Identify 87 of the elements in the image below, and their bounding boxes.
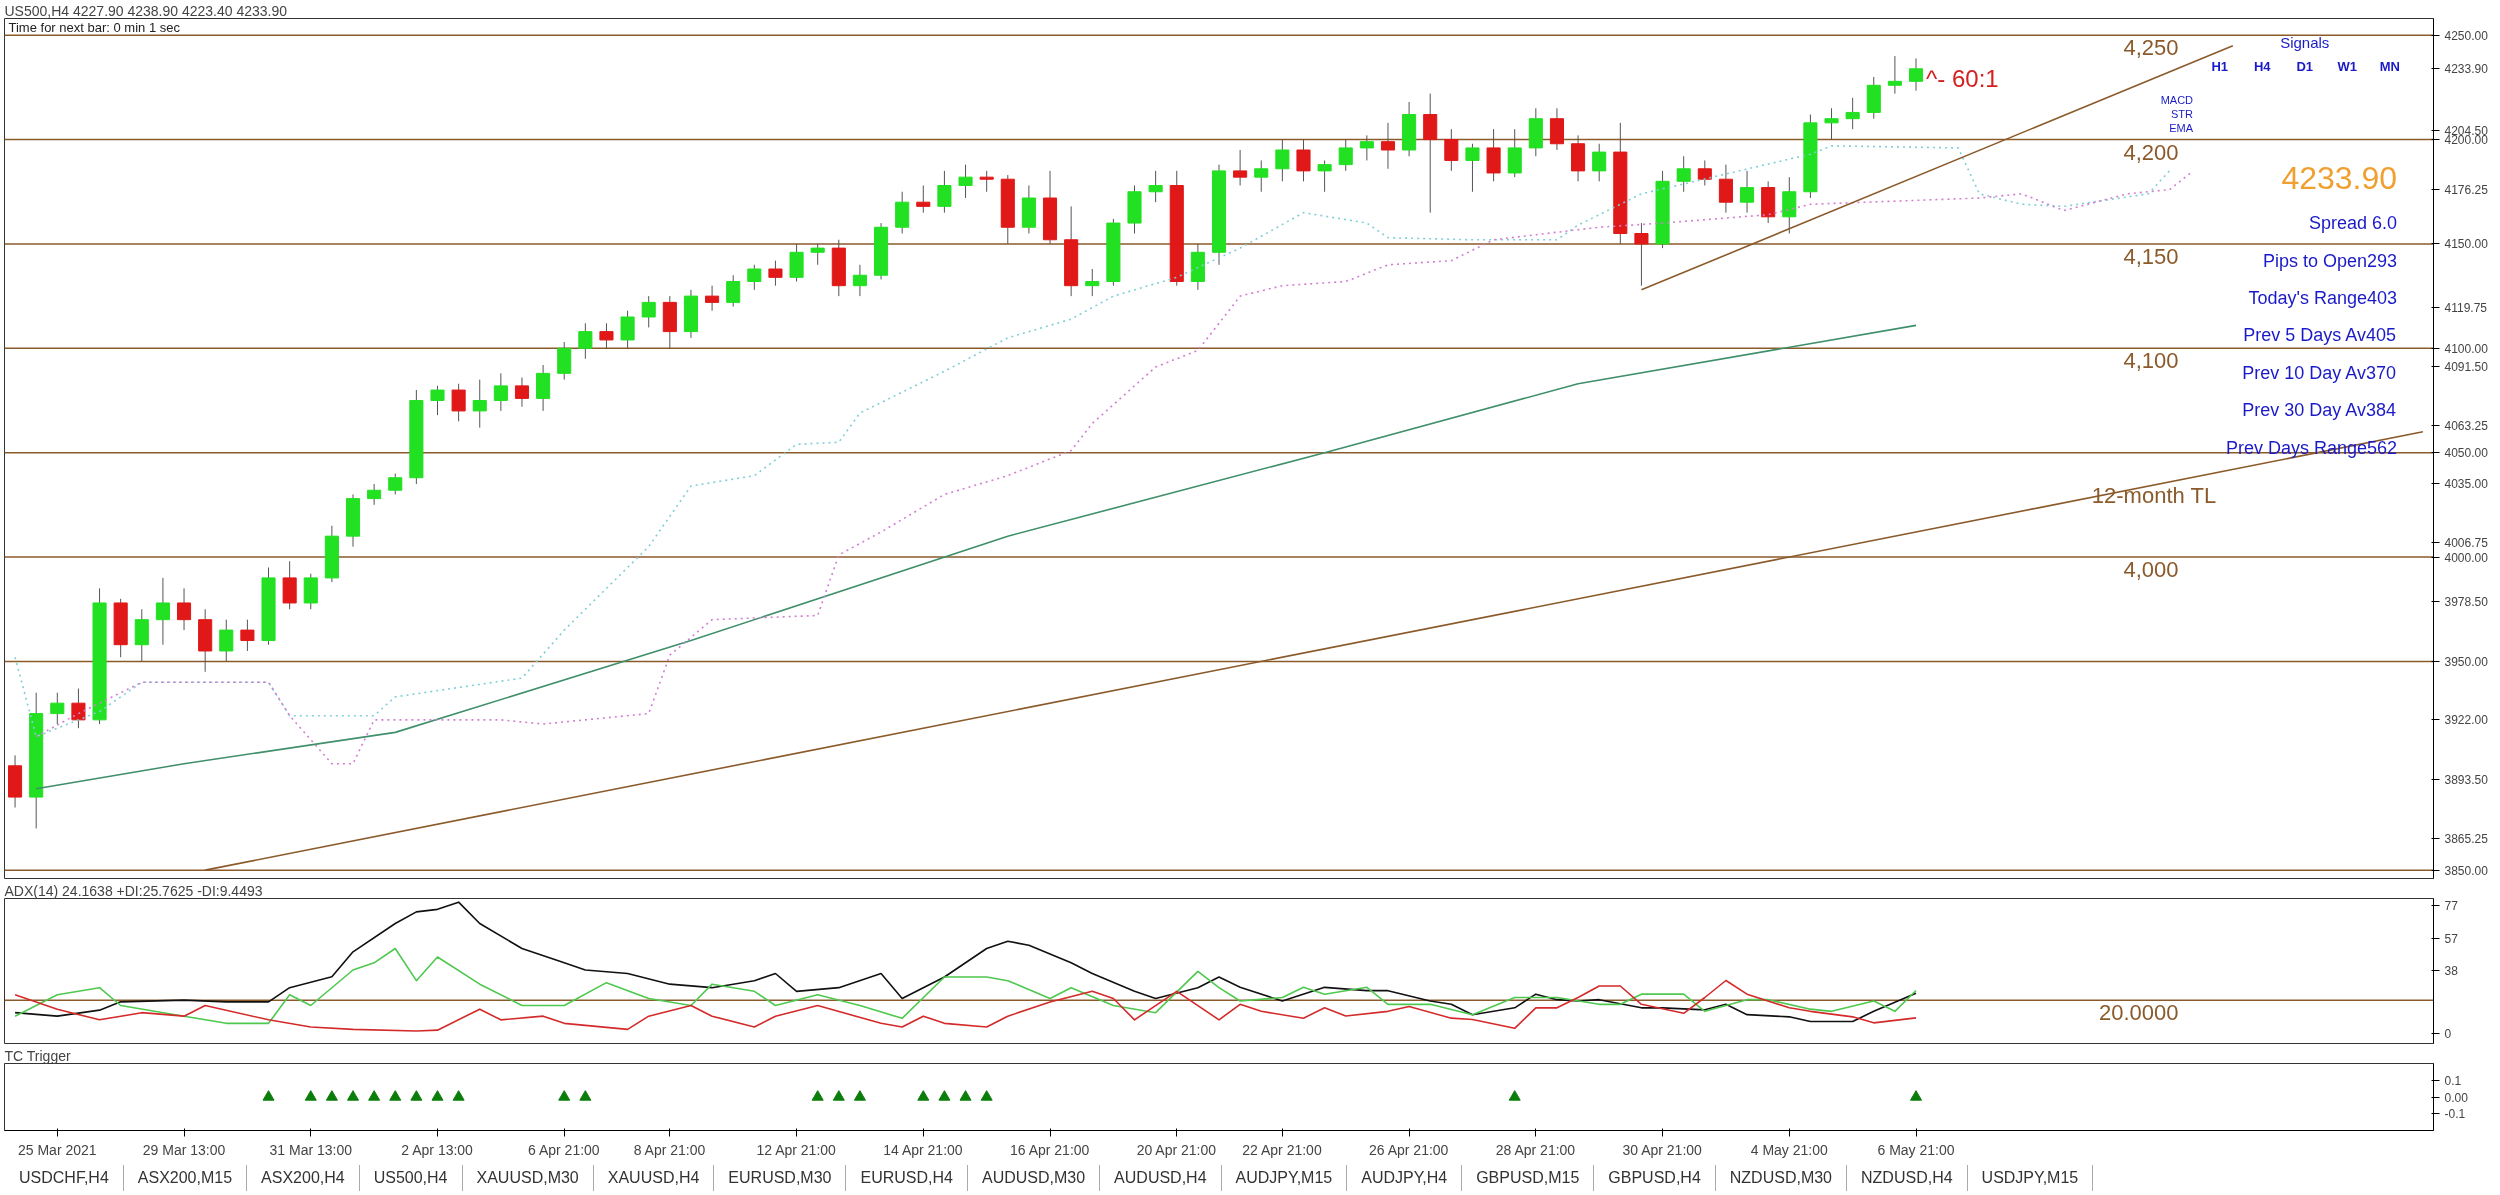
annotation: STR [2171,107,2194,120]
x-tick-label: 6 May 21:00 [1877,1141,1955,1158]
annotation: H4 [2253,59,2272,75]
annotation: MN [2379,59,2400,75]
text: NZDUSD,H4 [1847,1165,1968,1191]
y-tick-label: 38 [2444,963,2459,978]
annotation: D1 [2296,59,2314,75]
annotation: Signals [2280,34,2330,52]
y-tick-label: 0.1 [2444,1073,2462,1088]
text: AUDJPY,M15 [1221,1165,1348,1191]
annotation: Prev 5 Days Av405 [2243,325,2397,346]
annotation: 12-month TL [2091,483,2217,509]
text: EURUSD,H4 [846,1165,968,1191]
x-tick-label: 8 Apr 21:00 [633,1141,706,1158]
annotation: MACD [2160,94,2194,107]
x-tick-label: 26 Apr 21:00 [1369,1141,1449,1158]
y-tick-label: 4035.00 [2444,477,2489,492]
annotation: Prev 10 Day Av370 [2242,362,2397,383]
y-tick-label: 4006.75 [2444,536,2489,551]
annotation: ^- 60:1 [1926,64,1999,92]
ref-line-label: 4,200 [2123,139,2179,165]
x-tick-label: 2 Apr 13:00 [401,1141,474,1158]
y-tick-label: 57 [2444,932,2459,946]
ref-line-label: 4,150 [2123,243,2179,269]
y-tick-label: 77 [2444,898,2459,913]
ref-line-label: 4,250 [2123,35,2179,61]
y-tick-label: 0 [2444,1027,2452,1041]
chart-subtitle: Time for next bar: 0 min 1 sec [8,19,181,35]
x-tick-label: 12 Apr 21:00 [756,1141,837,1158]
y-tick-label: 4150.00 [2444,237,2489,252]
annotation: Spread 6.0 [2309,213,2398,234]
text: USDCHF,H4 [5,1165,124,1191]
y-tick-label: 3850.00 [2444,863,2489,878]
x-tick-label: 6 Apr 21:00 [528,1141,600,1158]
x-tick-label: 14 Apr 21:00 [883,1141,963,1158]
ref-line-label: 4,000 [2123,557,2179,583]
text: NZDUSD,M30 [1715,1165,1848,1191]
y-tick-label: 3893.50 [2444,772,2489,787]
x-tick-label: 20 Apr 21:00 [1136,1141,1217,1158]
text: US500,H4 [359,1165,463,1191]
text: AUDUSD,M30 [967,1165,1101,1191]
text: AUDUSD,H4 [1100,1165,1222,1191]
y-tick-label: 3922.00 [2444,713,2489,728]
annotation: H1 [2211,59,2229,75]
y-tick-label: 4050.00 [2444,446,2489,461]
y-tick-label: 0.00 [2444,1090,2469,1105]
ref-line-label: 20.0000 [2098,1000,2179,1026]
y-tick-label: 4063.25 [2444,418,2489,433]
text: EURUSD,M30 [714,1165,847,1191]
chart-title: US500,H4 4227.90 4238.90 4223.40 4233.90 [4,2,288,19]
text: XAUUSD,M30 [462,1165,594,1191]
text: ASX200,M15 [123,1165,248,1191]
chart-title: TC Trigger [4,1047,71,1064]
x-tick-label: 31 Mar 13:00 [269,1141,353,1158]
annotation: Prev 30 Day Av384 [2242,400,2397,421]
y-tick-label: 4200.00 [2444,133,2489,148]
y-tick-label: 4100.00 [2444,341,2489,356]
y-tick-label: 3950.00 [2444,654,2489,669]
text: USDJPY,M15 [1967,1165,2094,1191]
x-tick-label: 29 Mar 13:00 [142,1141,226,1158]
annotation: EMA [2169,121,2194,134]
x-tick-label: 28 Apr 21:00 [1495,1141,1576,1158]
annotation: W1 [2337,59,2358,75]
annotation: Pips to Open293 [2262,250,2398,271]
chart-title: ADX(14) 24.1638 +DI:25.7625 -DI:9.4493 [4,882,263,899]
y-tick-label: -0.1 [2444,1107,2466,1122]
y-tick-label: 3865.25 [2444,831,2489,846]
text: GBPUSD,M15 [1462,1165,1595,1191]
y-tick-label: 4233.90 [2444,62,2489,77]
y-tick-label: 4119.75 [2444,300,2488,315]
y-tick-label: 4091.50 [2444,359,2489,374]
text: ASX200,H4 [247,1165,360,1191]
y-tick-label: 4000.00 [2444,550,2489,565]
annotation: Today's Range403 [2248,288,2398,308]
y-tick-label: 4176.25 [2444,182,2489,197]
annotation: 4233.90 [2281,159,2398,196]
x-tick-label: 25 Mar 2021 [18,1141,97,1158]
x-tick-label: 22 Apr 21:00 [1242,1141,1322,1158]
x-tick-label: 30 Apr 21:00 [1622,1141,1703,1158]
ref-line-label: 4,100 [2123,348,2179,374]
y-tick-label: 3978.50 [2444,595,2489,610]
x-tick-label: 4 May 21:00 [1750,1141,1829,1158]
x-tick-label: 16 Apr 21:00 [1009,1141,1090,1158]
text: GBPUSD,H4 [1594,1165,1716,1191]
y-tick-label: 4250.00 [2444,28,2489,43]
text: XAUUSD,H4 [593,1165,715,1191]
text: AUDJPY,H4 [1347,1165,1463,1191]
